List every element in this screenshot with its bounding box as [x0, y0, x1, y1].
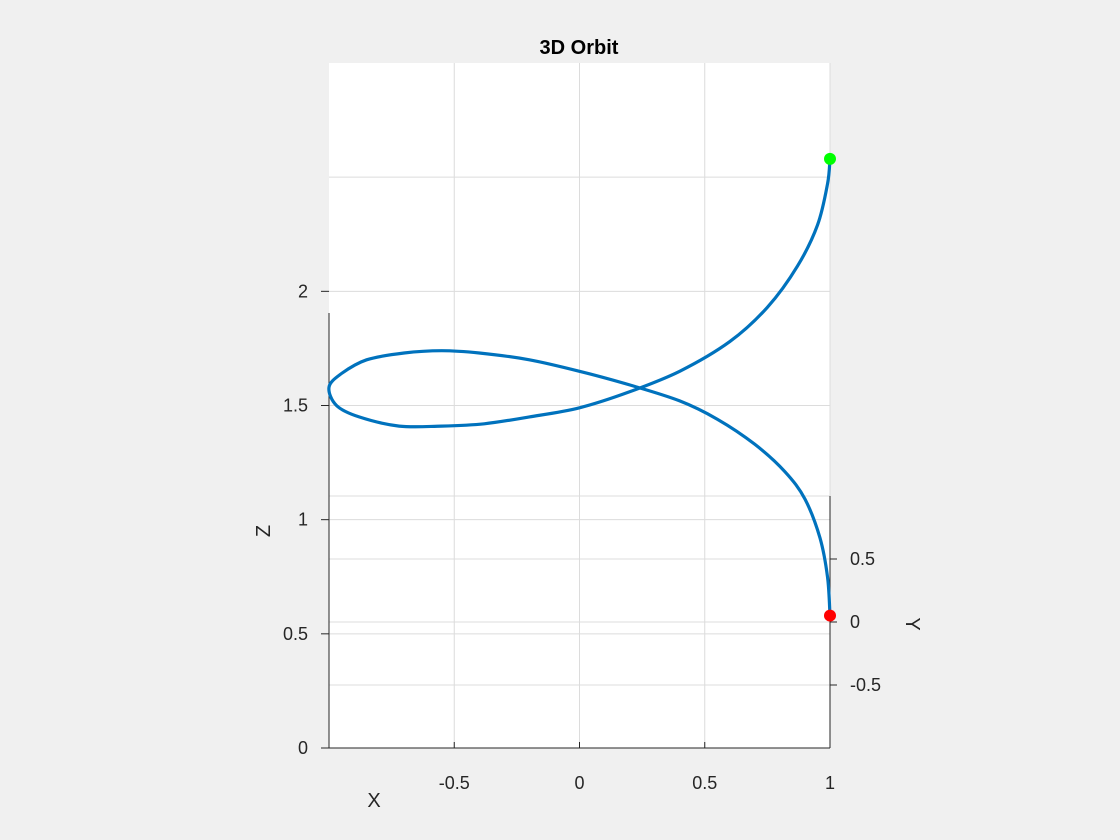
z-axis-label: Z — [253, 525, 275, 537]
x-tick-label: 0 — [574, 773, 584, 793]
y-tick-label: 0.5 — [850, 549, 875, 569]
y-grid-lines — [329, 495, 830, 686]
y-tick-label: 0 — [850, 612, 860, 632]
z-tick-label: 1.5 — [283, 396, 308, 416]
x-axis-label: X — [367, 790, 380, 812]
x-tick-label: 1 — [825, 773, 835, 793]
y-axis-ticks: -0.5 0 0.5 — [830, 549, 881, 695]
series-layer — [327, 157, 832, 618]
y-tick-label: -0.5 — [850, 675, 881, 695]
z-tick-label: 0 — [298, 738, 308, 758]
marker-layer — [824, 152, 836, 622]
z-tick-label: 0.5 — [283, 624, 308, 644]
chart-title: 3D Orbit — [540, 37, 619, 59]
end-point-marker — [824, 152, 836, 165]
orbit-line — [327, 157, 832, 618]
x-tick-label: -0.5 — [439, 773, 470, 793]
x-tick-label: 0.5 — [692, 773, 717, 793]
z-axis-ticks: 0 0.5 1 1.5 2 — [283, 281, 329, 758]
start-point-marker — [824, 609, 836, 622]
z-tick-label: 1 — [298, 510, 308, 530]
y-axis-label: Y — [901, 617, 923, 630]
z-tick-label: 2 — [298, 281, 308, 301]
x-axis-ticks: -0.5 0 0.5 1 — [439, 742, 835, 793]
z-grid-lines — [329, 176, 830, 635]
